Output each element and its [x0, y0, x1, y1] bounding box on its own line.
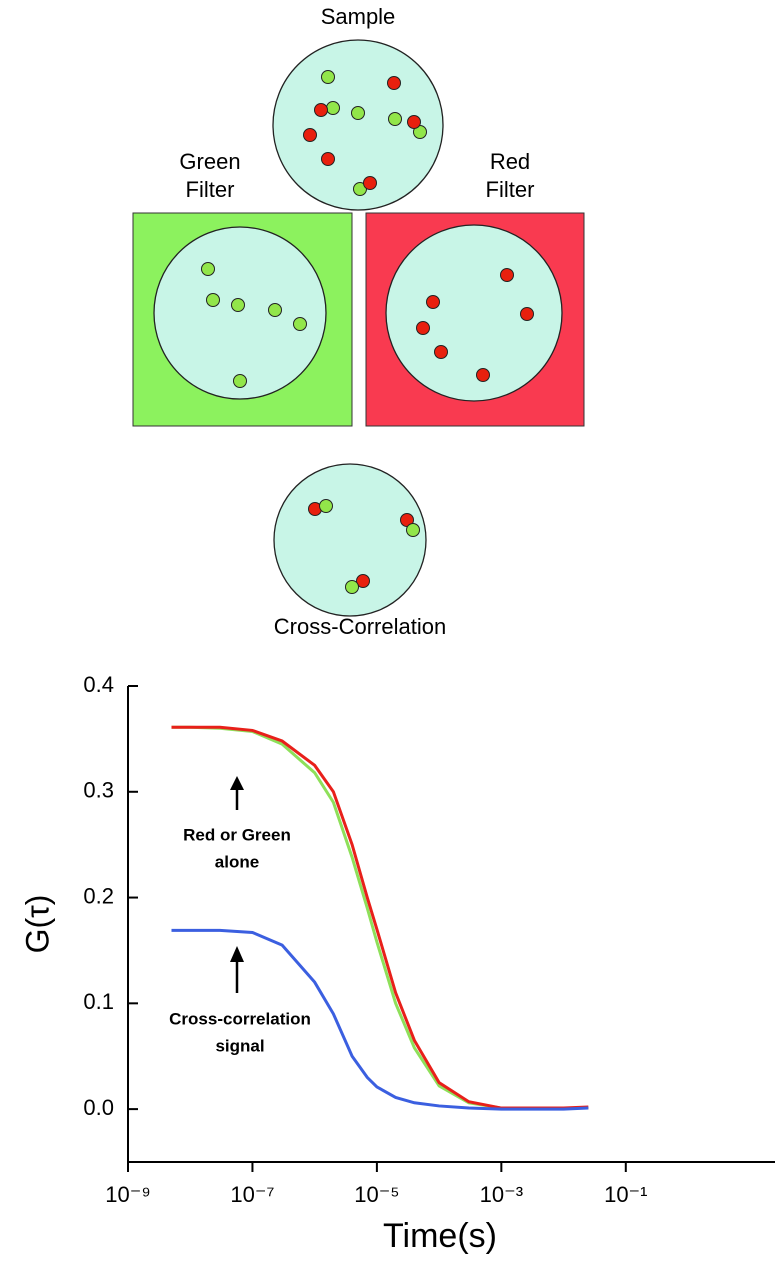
- y-tick-label: 0.0: [83, 1095, 114, 1120]
- y-tick-label: 0.3: [83, 778, 114, 803]
- annotation: Cross-correlation: [169, 1009, 311, 1028]
- series-line: [171, 928, 589, 1111]
- red-filter-label: Filter: [486, 177, 535, 202]
- red-dots: [416, 268, 534, 382]
- y-tick-label: 0.2: [83, 883, 114, 908]
- x-tick-label: 10⁻⁹: [105, 1182, 151, 1207]
- cross-disc: [273, 463, 427, 617]
- annotation: signal: [215, 1036, 264, 1055]
- green-filter-label: Green: [179, 149, 240, 174]
- sample-label: Sample: [321, 4, 396, 29]
- red-filter-label: Red: [490, 149, 530, 174]
- cross-dots: [308, 499, 420, 594]
- green-filter-label: Filter: [186, 177, 235, 202]
- annotation: alone: [215, 852, 259, 871]
- x-axis-label: Time(s): [383, 1217, 497, 1255]
- annotation: Red or Green: [183, 825, 291, 844]
- arrows: [230, 776, 244, 993]
- x-tick-label: 10⁻⁷: [230, 1182, 274, 1207]
- x-tick-label: 10⁻⁵: [354, 1182, 399, 1207]
- x-tick-label: 10⁻¹: [604, 1182, 647, 1207]
- red-disc: [385, 224, 563, 402]
- y-tick-label: 0.1: [83, 989, 114, 1014]
- y-tick-label: 0.4: [83, 672, 114, 697]
- green-dots: [201, 262, 307, 388]
- x-tick-label: 10⁻³: [480, 1182, 523, 1207]
- y-axis-label: G(τ): [19, 895, 55, 954]
- sample-dots: [303, 70, 427, 196]
- green-disc: [153, 226, 327, 400]
- cross-label: Cross-Correlation: [274, 614, 446, 639]
- diagram: Sample Green Filter Red Filter Cross-Cor…: [132, 4, 585, 639]
- series-line: [171, 725, 589, 1110]
